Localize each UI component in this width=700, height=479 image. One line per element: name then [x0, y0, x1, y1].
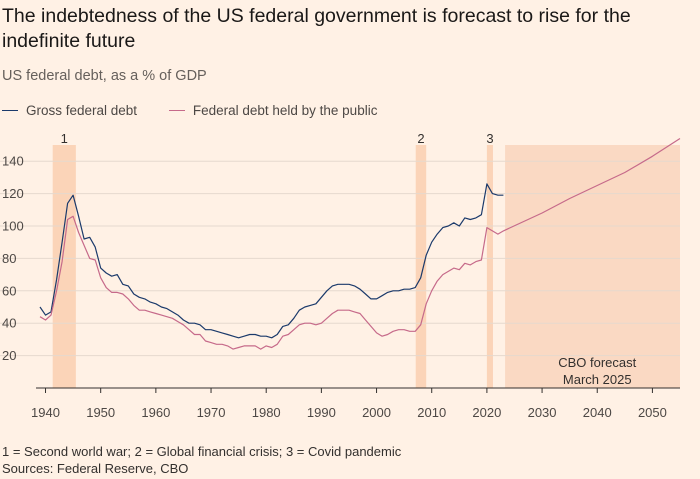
x-tick-label-1990: 1990: [307, 405, 336, 420]
x-tick-label-1940: 1940: [31, 405, 60, 420]
x-tick-label-1970: 1970: [197, 405, 226, 420]
chart-subtitle: US federal debt, as a % of GDP: [2, 68, 207, 84]
y-tick-label-120: 120: [2, 186, 24, 201]
legend-item-gross: Gross federal debt: [2, 103, 137, 118]
y-tick-label-140: 140: [2, 154, 24, 169]
forecast-label-line2: March 2025: [563, 372, 632, 387]
shaded-period-2: [415, 145, 427, 388]
legend-swatch-public: [168, 109, 185, 111]
forecast-label-line1: CBO forecast: [558, 355, 636, 370]
y-tick-label-40: 40: [2, 316, 16, 331]
x-tick-label-2000: 2000: [362, 405, 391, 420]
x-tick-label-1960: 1960: [141, 405, 170, 420]
shaded-period-label-3: 3: [486, 131, 493, 146]
chart-footnote: 1 = Second world war; 2 = Global financi…: [2, 444, 402, 459]
legend-label-gross: Gross federal debt: [26, 102, 138, 118]
x-tick-label-2040: 2040: [583, 405, 612, 420]
chart-title: The indebtedness of the US federal gover…: [2, 5, 631, 52]
y-tick-label-20: 20: [2, 348, 16, 363]
shaded-period-label-1: 1: [61, 131, 68, 146]
x-tick-label-1980: 1980: [252, 405, 281, 420]
forecast-region: [505, 145, 680, 388]
series-line-public: [39, 137, 681, 350]
y-tick-label-60: 60: [2, 283, 16, 298]
x-tick-label-1950: 1950: [86, 405, 115, 420]
x-tick-label-2050: 2050: [638, 405, 667, 420]
chart-sources: Sources: Federal Reserve, CBO: [2, 461, 189, 476]
shaded-period-3: [486, 145, 493, 388]
y-tick-label-80: 80: [2, 251, 16, 266]
legend-label-public: Federal debt held by the public: [192, 102, 378, 118]
legend-item-public: Federal debt held by the public: [168, 102, 378, 118]
shaded-period-label-2: 2: [417, 131, 424, 146]
y-tick-label-100: 100: [2, 219, 24, 234]
chart-legend: Gross federal debt Federal debt held by …: [2, 99, 405, 118]
legend-swatch-gross: [2, 109, 18, 111]
x-tick-label-2010: 2010: [417, 405, 446, 420]
series-line-gross: [39, 183, 504, 339]
x-tick-label-2020: 2020: [472, 405, 501, 420]
shaded-period-1: [52, 145, 76, 388]
x-tick-label-2030: 2030: [528, 405, 557, 420]
